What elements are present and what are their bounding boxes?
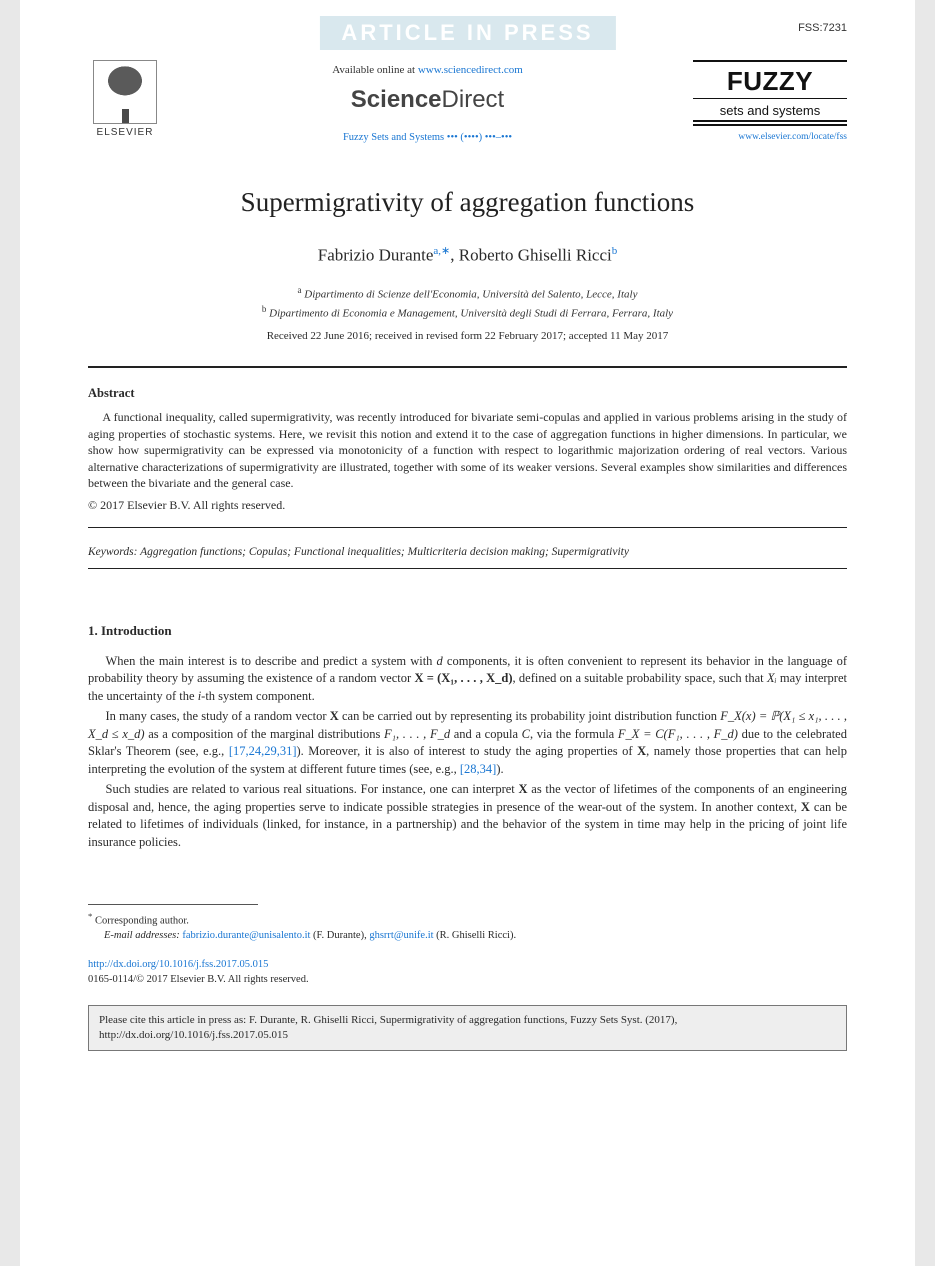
journal-logo-block: FUZZY sets and systems www.elsevier.com/… bbox=[693, 60, 847, 142]
doi-link[interactable]: http://dx.doi.org/10.1016/j.fss.2017.05.… bbox=[88, 959, 268, 970]
affiliations: a Dipartimento di Scienze dell'Economia,… bbox=[88, 284, 847, 322]
email-link-2[interactable]: ghsrrt@unife.it bbox=[369, 930, 433, 941]
available-online-line: Available online at www.sciencedirect.co… bbox=[162, 64, 693, 76]
math-X-2: X bbox=[637, 744, 646, 758]
elsevier-label: ELSEVIER bbox=[88, 127, 162, 138]
email-name-2: (R. Ghiselli Ricci). bbox=[436, 930, 516, 941]
available-prefix: Available online at bbox=[332, 64, 418, 76]
email-label: E-mail addresses: bbox=[104, 930, 180, 941]
abstract-copyright: © 2017 Elsevier B.V. All rights reserved… bbox=[88, 498, 847, 513]
page: ARTICLE IN PRESS FSS:7231 ELSEVIER Avail… bbox=[20, 0, 915, 1266]
keywords-line: Keywords: Aggregation functions; Copulas… bbox=[88, 546, 847, 558]
p2-frag-b: can be carried out by representing its p… bbox=[339, 709, 720, 723]
fuzzy-rule bbox=[693, 124, 847, 126]
intro-paragraph-2: In many cases, the study of a random vec… bbox=[88, 708, 847, 779]
keywords-label: Keywords: bbox=[88, 546, 137, 558]
math-X-1: X bbox=[330, 709, 339, 723]
math-Xvec: X = (X₁, . . . , X_d) bbox=[414, 671, 512, 685]
p2-frag-e: , via the formula bbox=[530, 727, 618, 741]
p2-frag-g: ). Moreover, it is also of interest to s… bbox=[297, 744, 638, 758]
p2-frag-i: ). bbox=[496, 762, 503, 776]
doi-block: http://dx.doi.org/10.1016/j.fss.2017.05.… bbox=[88, 958, 847, 987]
elsevier-logo: ELSEVIER bbox=[88, 60, 162, 138]
article-title: Supermigrativity of aggregation function… bbox=[88, 187, 847, 218]
affiliation-a-text: Dipartimento di Scienze dell'Economia, U… bbox=[304, 288, 637, 300]
keywords-text: Aggregation functions; Copulas; Function… bbox=[140, 546, 629, 558]
p2-frag-d: and a copula bbox=[450, 727, 522, 741]
math-X-3: X bbox=[519, 782, 528, 796]
affiliation-a: a Dipartimento di Scienze dell'Economia,… bbox=[88, 284, 847, 303]
issn-copyright: 0165-0114/© 2017 Elsevier B.V. All right… bbox=[88, 974, 309, 985]
abstract-body: A functional inequality, called supermig… bbox=[88, 409, 847, 492]
elsevier-tree-icon bbox=[93, 60, 157, 124]
abstract-heading: Abstract bbox=[88, 386, 847, 401]
intro-paragraph-3: Such studies are related to various real… bbox=[88, 781, 847, 852]
math-X-4: X bbox=[801, 800, 810, 814]
footnote-corresponding: * Corresponding author. E-mail addresses… bbox=[88, 910, 847, 944]
corresponding-author-label: Corresponding author. bbox=[95, 915, 189, 926]
author-2-sup: b bbox=[612, 245, 618, 257]
math-Fmarg: F₁, . . . , F_d bbox=[384, 727, 450, 741]
article-in-press-watermark: ARTICLE IN PRESS bbox=[319, 16, 615, 50]
p1-frag-c: , defined on a suitable probability spac… bbox=[513, 671, 767, 685]
email-name-1: (F. Durante), bbox=[313, 930, 367, 941]
fuzzy-subtitle: sets and systems bbox=[693, 98, 847, 118]
header-center: Available online at www.sciencedirect.co… bbox=[162, 60, 693, 143]
citation-box: Please cite this article in press as: F.… bbox=[88, 1005, 847, 1051]
author-2: Roberto Ghiselli Ricci bbox=[459, 246, 612, 265]
abstract-block: Abstract A functional inequality, called… bbox=[88, 367, 847, 528]
citation-refs-1[interactable]: [17,24,29,31] bbox=[229, 744, 297, 758]
rule-below-keywords bbox=[88, 568, 847, 569]
intro-paragraph-1: When the main interest is to describe an… bbox=[88, 653, 847, 706]
section-1-heading: 1. Introduction bbox=[88, 623, 847, 639]
authors-line: Fabrizio Durantea,∗, Roberto Ghiselli Ri… bbox=[88, 244, 847, 266]
footnote-emails: E-mail addresses: fabrizio.durante@unisa… bbox=[88, 929, 847, 944]
p1-frag-e: -th system component. bbox=[201, 689, 315, 703]
p3-frag-a: Such studies are related to various real… bbox=[106, 782, 519, 796]
fuzzy-title: FUZZY bbox=[693, 68, 847, 94]
affiliation-b: b Dipartimento di Economia e Management,… bbox=[88, 303, 847, 322]
author-1: Fabrizio Durante bbox=[318, 246, 434, 265]
authors-sep: , bbox=[450, 246, 459, 265]
math-FXC: F_X = C(F₁, . . . , F_d) bbox=[618, 727, 738, 741]
p1-frag-a: When the main interest is to describe an… bbox=[106, 654, 437, 668]
citation-refs-2[interactable]: [28,34] bbox=[460, 762, 496, 776]
journal-volume-ref: Fuzzy Sets and Systems ••• (••••) •••–••… bbox=[162, 132, 693, 143]
sciencedirect-link[interactable]: www.sciencedirect.com bbox=[418, 64, 523, 76]
fuzzy-logo-box: FUZZY sets and systems bbox=[693, 60, 847, 122]
sd-light: Direct bbox=[442, 86, 505, 113]
math-Xi: Xᵢ bbox=[767, 671, 777, 685]
footnote-rule bbox=[88, 904, 258, 905]
math-C: C bbox=[522, 727, 530, 741]
author-1-sup: a,∗ bbox=[433, 245, 450, 257]
email-link-1[interactable]: fabrizio.durante@unisalento.it bbox=[182, 930, 310, 941]
manuscript-ref-code: FSS:7231 bbox=[798, 22, 847, 34]
journal-url[interactable]: www.elsevier.com/locate/fss bbox=[693, 132, 847, 142]
p2-frag-a: In many cases, the study of a random vec… bbox=[106, 709, 330, 723]
p2-frag-c: as a composition of the marginal distrib… bbox=[145, 727, 384, 741]
sciencedirect-logo: ScienceDirect bbox=[162, 86, 693, 114]
sd-bold: Science bbox=[351, 86, 442, 113]
affiliation-b-text: Dipartimento di Economia e Management, U… bbox=[269, 307, 673, 319]
article-dates: Received 22 June 2016; received in revis… bbox=[88, 330, 847, 342]
